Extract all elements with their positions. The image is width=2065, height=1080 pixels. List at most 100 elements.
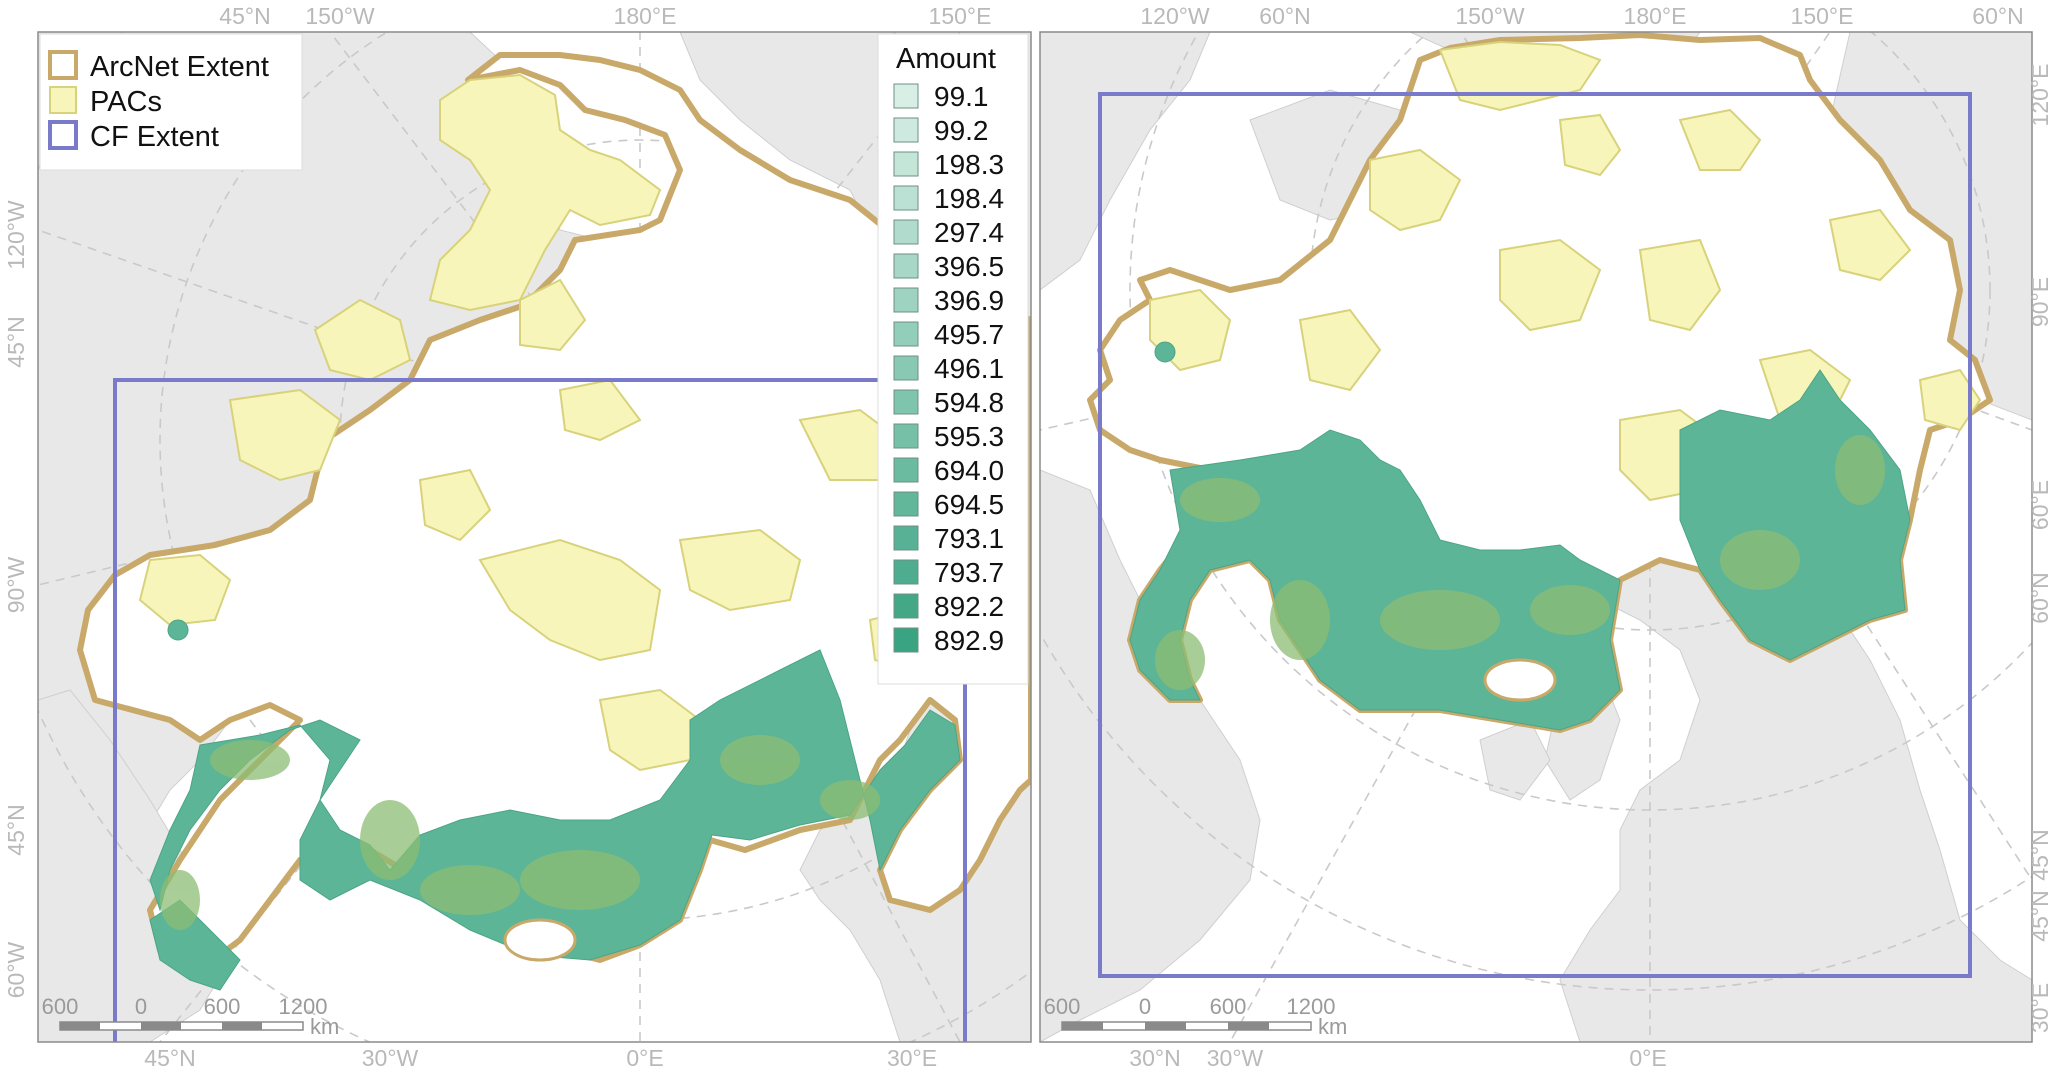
amount-legend-item: 793.7	[893, 557, 1004, 588]
scale-tick: 0	[1139, 994, 1151, 1019]
amount-swatch	[893, 627, 919, 653]
amount-legend-item: 694.5	[893, 489, 1004, 520]
amount-legend-item: 496.1	[893, 353, 1004, 384]
amount-legend-item: 297.4	[893, 217, 1004, 248]
amount-swatch	[893, 389, 919, 415]
left-label: 60°W	[3, 941, 29, 998]
amount-legend-item: 198.3	[893, 149, 1004, 180]
amount-value: 892.9	[934, 625, 1004, 656]
amount-value: 396.9	[934, 285, 1004, 316]
amount-swatch	[893, 525, 919, 551]
amount-legend-item: 595.3	[893, 421, 1004, 452]
amount-value: 198.4	[934, 183, 1004, 214]
amount-legend-item: 892.2	[893, 591, 1004, 622]
right-label: 45°N	[2027, 829, 2053, 880]
scale-tick: 1200	[1287, 994, 1336, 1019]
bottom-label: 0°E	[1629, 1045, 1666, 1071]
amount-legend-item: 892.9	[893, 625, 1004, 656]
right-label: 45°N	[2027, 890, 2053, 941]
amount-swatch	[893, 559, 919, 585]
top-label: 60°N	[1259, 3, 1310, 29]
amount-value: 595.3	[934, 421, 1004, 452]
legend-label: ArcNet Extent	[90, 51, 269, 83]
island-hole	[503, 918, 577, 962]
amount-legend: Amount 99.199.2198.3198.4297.4396.5396.9…	[877, 33, 1029, 685]
right-label: 60°E	[2027, 480, 2053, 530]
top-label: 150°W	[305, 3, 375, 29]
bottom-label: 30°W	[1207, 1045, 1264, 1071]
top-label: 45°N	[219, 3, 270, 29]
cf-extent-box	[113, 378, 967, 1042]
legend-item-arcnet: ArcNet Extent	[48, 50, 269, 83]
amount-legend-item: 594.8	[893, 387, 1004, 418]
amount-value: 99.1	[934, 81, 989, 112]
amount-swatch	[893, 117, 919, 143]
top-label: 60°N	[1972, 3, 2023, 29]
amount-swatch	[893, 457, 919, 483]
amount-value: 892.2	[934, 591, 1004, 622]
amount-swatch	[893, 491, 919, 517]
legend-label: PACs	[90, 86, 162, 118]
amount-swatch	[893, 253, 919, 279]
legend-label: CF Extent	[90, 121, 219, 153]
amount-legend-item: 495.7	[893, 319, 1004, 350]
scale-tick: 600	[42, 994, 79, 1019]
bottom-label: 30°W	[362, 1045, 419, 1071]
amount-value: 793.7	[934, 557, 1004, 588]
left-map-panel: ArcNet Extent PACs CF Extent Amount 99.1…	[3, 3, 1032, 1071]
scale-tick: 600	[204, 994, 241, 1019]
right-label: 30°E	[2027, 983, 2053, 1033]
amount-value: 496.1	[934, 353, 1004, 384]
amount-legend-item: 694.0	[893, 455, 1004, 486]
amount-swatch	[893, 423, 919, 449]
overlap-patches	[160, 735, 880, 930]
island-hole	[1483, 658, 1557, 702]
left-axis-labels: 45°N 150°W 180°E 150°E 45°N 30°W 0°E 30°…	[3, 3, 991, 1071]
right-label: 90°E	[2027, 277, 2053, 327]
right-scale-bar: 600 0 600 1200 km	[1044, 994, 1348, 1039]
cf-extent-box	[1098, 92, 1972, 978]
amount-value: 495.7	[934, 319, 1004, 350]
amount-swatch	[893, 287, 919, 313]
amount-swatch	[893, 321, 919, 347]
amount-legend-title: Amount	[896, 43, 996, 75]
left-scale-bar: 600 0 600 1200 km	[42, 994, 340, 1039]
scale-tick: 1200	[279, 994, 328, 1019]
amount-swatch	[893, 185, 919, 211]
scale-unit: km	[310, 1014, 339, 1039]
bottom-label: 0°E	[626, 1045, 663, 1071]
amount-swatch	[893, 593, 919, 619]
right-axis-labels: 120°W 60°N 150°W 180°E 150°E 60°N 30°N 3…	[1129, 3, 2053, 1071]
amount-swatch	[893, 219, 919, 245]
legend-item-pacs: PACs	[49, 86, 162, 118]
amount-value: 396.5	[934, 251, 1004, 282]
top-label: 120°W	[1140, 3, 1210, 29]
right-map-panel: 120°W 60°N 150°W 180°E 150°E 60°N 30°N 3…	[1039, 3, 2053, 1071]
top-label: 150°E	[1791, 3, 1854, 29]
amount-value: 594.8	[934, 387, 1004, 418]
feature-legend: ArcNet Extent PACs CF Extent	[39, 33, 303, 171]
scale-tick: 600	[1044, 994, 1081, 1019]
amount-legend-item: 396.9	[893, 285, 1004, 316]
top-label: 150°E	[929, 3, 992, 29]
bottom-label: 45°N	[144, 1045, 195, 1071]
left-label: 90°W	[3, 556, 29, 613]
amount-value: 99.2	[934, 115, 989, 146]
amount-legend-item: 396.5	[893, 251, 1004, 282]
scale-unit: km	[1318, 1014, 1347, 1039]
amount-value: 694.5	[934, 489, 1004, 520]
left-label: 120°W	[3, 200, 29, 270]
amount-swatch	[893, 83, 919, 109]
left-label: 45°N	[3, 316, 29, 367]
amount-legend-item: 793.1	[893, 523, 1004, 554]
amount-value: 694.0	[934, 455, 1004, 486]
left-label: 45°N	[3, 804, 29, 855]
top-label: 150°W	[1455, 3, 1525, 29]
amount-swatch	[893, 355, 919, 381]
scale-tick: 0	[135, 994, 147, 1019]
amount-value: 198.3	[934, 149, 1004, 180]
amount-value: 297.4	[934, 217, 1004, 248]
amount-legend-item: 198.4	[893, 183, 1004, 214]
top-label: 180°E	[1624, 3, 1687, 29]
